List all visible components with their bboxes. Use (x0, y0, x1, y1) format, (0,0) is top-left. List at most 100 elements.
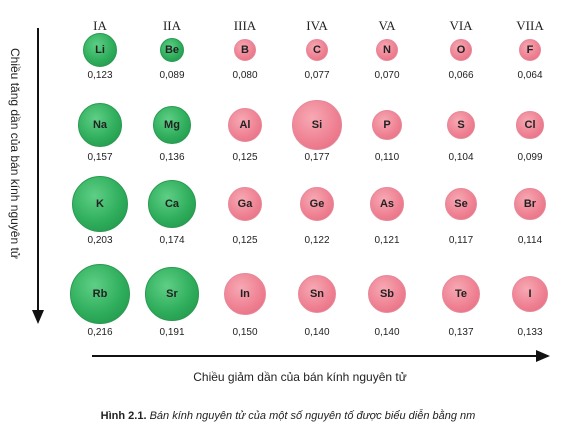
caption-label: Hình 2.1. (100, 410, 147, 422)
atom-symbol: Cl (524, 119, 536, 131)
atomic-radius-value: 0,117 (448, 235, 474, 246)
atomic-radius-value: 0,136 (159, 152, 185, 163)
atom-rb: Rb (70, 264, 130, 324)
horizontal-arrow (92, 350, 550, 362)
atomic-radius-value: 0,077 (304, 70, 330, 81)
vertical-axis-label: Chiều tăng dần của bán kính nguyên tử (8, 48, 22, 259)
atom-br: Br (514, 188, 546, 220)
atom-al: Al (227, 107, 263, 143)
atom-symbol: Se (454, 198, 468, 210)
atom-cl: Cl (516, 111, 544, 139)
atomic-radius-value: 0,133 (517, 327, 543, 338)
atom-li: Li (82, 32, 118, 68)
atom-symbol: Mg (164, 118, 180, 131)
atom-c: C (306, 39, 328, 61)
group-header: VIIA (516, 18, 544, 33)
atom-se: Se (444, 187, 478, 221)
atom-symbol: Ga (237, 197, 253, 210)
atom-i: I (511, 275, 549, 313)
atomic-radius-value: 0,140 (304, 327, 330, 338)
figure-caption: Hình 2.1. Bán kính nguyên tử của một số … (0, 410, 576, 422)
atomic-radius-value: 0,137 (448, 327, 474, 338)
atomic-radius-value: 0,174 (159, 235, 185, 246)
atom-symbol: K (96, 197, 104, 210)
atom-na: Na (78, 103, 122, 147)
atom-in: In (224, 273, 266, 315)
atom-sn: Sn (297, 274, 337, 314)
atomic-radius-value: 0,070 (374, 70, 400, 81)
atomic-radius-value: 0,150 (232, 327, 258, 338)
atomic-radius-value: 0,099 (517, 152, 543, 163)
atom-k: K (71, 175, 129, 233)
atom-symbol: Rb (92, 288, 108, 300)
atom-symbol: B (241, 43, 249, 56)
caption-text: Bán kính nguyên tử của một số nguyên tố … (149, 410, 476, 422)
vertical-arrow (32, 28, 44, 324)
atom-symbol: Al (239, 118, 251, 131)
atomic-radius-value: 0,121 (374, 235, 400, 246)
atom-symbol: N (383, 44, 391, 56)
atom-symbol: Sb (379, 287, 395, 300)
atom-as: As (370, 187, 404, 221)
atom-symbol: I (528, 287, 532, 300)
atom-s: S (446, 110, 476, 140)
atom-n: N (376, 39, 398, 61)
atomic-radius-value: 0,140 (374, 327, 400, 338)
atom-symbol: Sn (309, 287, 325, 300)
atomic-radius-value: 0,122 (304, 235, 330, 246)
atom-f: F (519, 39, 541, 61)
atomic-radius-value: 0,110 (374, 152, 400, 163)
atom-ca: Ca (147, 179, 197, 229)
group-header: IIA (162, 18, 182, 33)
atomic-radius-value: 0,080 (232, 70, 258, 81)
atomic-radius-value: 0,114 (517, 235, 543, 246)
atom-symbol: Li (95, 43, 105, 56)
atom-symbol: Ca (164, 197, 180, 210)
atomic-radius-value: 0,066 (448, 70, 474, 81)
atom-symbol: C (313, 44, 321, 56)
atom-symbol: As (379, 197, 395, 210)
atom-symbol: F (526, 44, 534, 56)
atom-mg: Mg (153, 106, 191, 144)
atom-p: P (371, 109, 403, 141)
atom-symbol: O (456, 44, 466, 56)
group-header: VIA (449, 18, 473, 33)
atom-symbol: Ge (309, 197, 325, 210)
atomic-radius-value: 0,125 (232, 152, 258, 163)
atom-symbol: Te (454, 287, 467, 300)
group-header: IA (93, 18, 107, 33)
atom-symbol: Na (92, 118, 108, 131)
group-header: VA (378, 18, 396, 33)
atom-be: Be (159, 37, 185, 63)
atom-sr: Sr (145, 267, 199, 321)
atom-si: Si (292, 100, 342, 150)
atomic-radius-value: 0,203 (87, 235, 113, 246)
atom-b: B (233, 38, 257, 62)
atomic-radius-value: 0,216 (87, 327, 113, 338)
atomic-radius-value: 0,125 (232, 235, 258, 246)
atomic-radius-value: 0,123 (87, 70, 113, 81)
atomic-radius-value: 0,157 (87, 152, 113, 163)
atom-symbol: In (240, 287, 250, 300)
atom-symbol: P (383, 118, 391, 131)
atom-ga: Ga (227, 186, 263, 222)
atom-te: Te (441, 274, 481, 314)
atom-symbol: Sr (166, 287, 178, 300)
group-header: IVA (306, 18, 328, 33)
atom-ge: Ge (300, 187, 334, 221)
group-header: IIIA (233, 18, 257, 33)
atom-symbol: Si (311, 118, 323, 131)
atom-symbol: S (457, 118, 465, 131)
atom-o: O (450, 39, 472, 61)
horizontal-axis-label: Chiều giảm dần của bán kính nguyên tử (193, 370, 407, 384)
atomic-radius-value: 0,064 (517, 70, 543, 81)
atomic-radius-value: 0,177 (304, 152, 330, 163)
atomic-radius-value: 0,089 (159, 70, 185, 81)
atom-sb: Sb (367, 274, 407, 314)
atomic-radius-value: 0,191 (159, 327, 185, 338)
atomic-radius-value: 0,104 (448, 152, 474, 163)
atom-symbol: Br (523, 197, 537, 210)
atom-symbol: Be (164, 43, 180, 56)
